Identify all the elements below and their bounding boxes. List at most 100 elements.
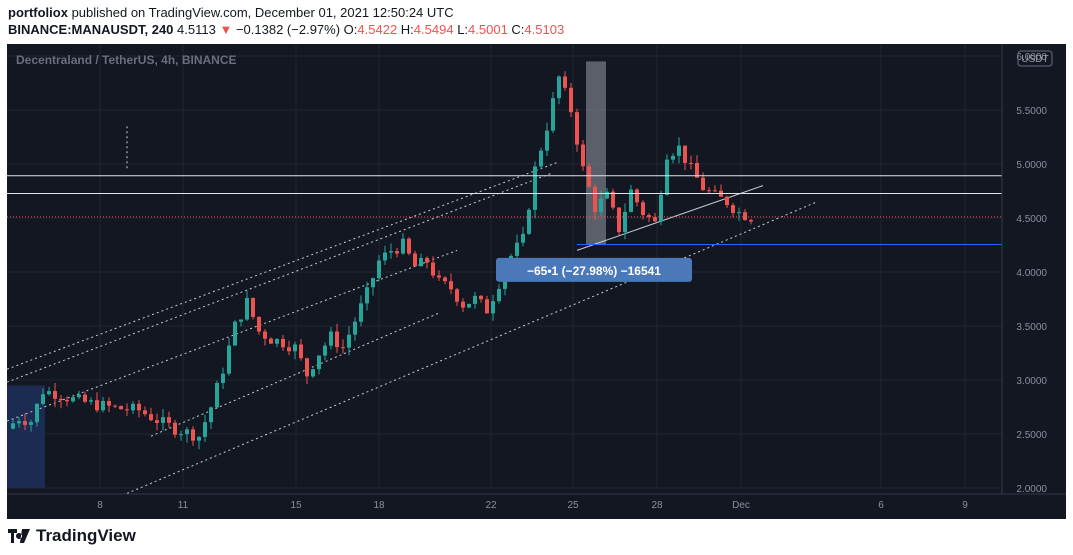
candle-body-1 (17, 421, 21, 424)
candle-body-64 (395, 251, 399, 254)
candle-body-49 (305, 358, 309, 377)
range-box (586, 61, 606, 246)
candle-body-3 (29, 422, 33, 425)
candle-body-7 (53, 391, 57, 399)
candle-body-94 (575, 112, 579, 145)
candle-body-72 (443, 277, 447, 282)
candle-body-116 (707, 190, 711, 192)
price-chart[interactable]: 4.89124.72734.25504.5103+79.24%03:09:43−… (7, 44, 1066, 519)
candle-body-105 (641, 202, 645, 216)
candle-body-35 (221, 373, 225, 383)
candle-body-77 (473, 295, 477, 304)
trendline-2 (7, 161, 560, 370)
candle-body-107 (653, 217, 657, 222)
candle-body-108 (659, 194, 663, 222)
currency-badge[interactable]: USDT (1021, 54, 1048, 65)
currency-badge-frame (1017, 50, 1053, 67)
candle-body-70 (431, 262, 435, 276)
candle-body-86 (527, 209, 531, 234)
price-axis: 6.0000 5.5000 5.0000 4.5000 4.0000 3.5000 3.00… (1001, 44, 1066, 519)
price-tick-2: 5.0000 (1016, 160, 1047, 171)
candle-body-65 (401, 238, 405, 254)
candle-body-113 (689, 162, 693, 164)
candle-body-57 (353, 321, 357, 335)
candle-body-13 (89, 400, 93, 402)
candle-body-22 (143, 410, 147, 415)
time-tick-1: 11 (178, 500, 189, 511)
candle-body-9 (65, 400, 69, 402)
candle-body-112 (683, 145, 687, 163)
candle-body-0 (11, 423, 15, 429)
candle-body-58 (359, 303, 363, 322)
candle-body-54 (335, 331, 339, 348)
candle-body-102 (623, 211, 627, 233)
candle-body-81 (497, 288, 501, 302)
candle-body-109 (665, 159, 669, 195)
candle-body-114 (695, 162, 699, 178)
candle-body-62 (383, 252, 387, 261)
candle-body-44 (275, 338, 279, 344)
candle-body-33 (209, 407, 213, 423)
candle-body-29 (185, 429, 189, 435)
candle-body-52 (323, 345, 327, 356)
candle-body-120 (731, 205, 735, 213)
candle-body-11 (77, 394, 81, 398)
candle-body-25 (161, 417, 165, 423)
candle-body-79 (485, 299, 489, 314)
candle-body-37 (233, 321, 237, 346)
candle-body-110 (671, 155, 675, 160)
candle-body-28 (179, 434, 183, 436)
candle-body-122 (743, 212, 747, 221)
candle-body-93 (569, 87, 573, 113)
candle-body-50 (311, 369, 315, 377)
candle-body-6 (47, 391, 51, 395)
candle-body-12 (83, 394, 87, 402)
close-value: 4.5103 (524, 22, 565, 37)
candle-body-20 (131, 403, 135, 411)
candle-body-60 (371, 278, 375, 288)
time-tick-4: 22 (485, 500, 497, 511)
candle-body-23 (149, 414, 153, 421)
candle-body-5 (41, 394, 45, 404)
candle-body-41 (257, 316, 261, 332)
candle-body-85 (521, 233, 525, 243)
time-tick-8: 6 (878, 500, 884, 511)
candle-body-59 (365, 287, 369, 304)
candle-body-19 (125, 409, 129, 411)
candle-body-95 (581, 144, 585, 167)
open-label: O: (343, 22, 358, 37)
time-tick-9: 9 (962, 500, 968, 511)
candle-body-21 (137, 403, 141, 411)
candle-body-2 (23, 421, 27, 425)
candle-body-46 (287, 347, 291, 352)
candle-body-40 (251, 297, 255, 317)
candle-body-17 (113, 405, 117, 407)
candle-body-100 (611, 191, 615, 208)
candle-body-48 (299, 344, 303, 359)
time-tick-5: 25 (567, 500, 579, 511)
candle-body-4 (35, 403, 39, 423)
candle-body-66 (407, 238, 411, 254)
candle-body-61 (377, 260, 381, 279)
candle-body-10 (71, 397, 75, 402)
candle-body-30 (191, 429, 195, 441)
last-price: 4.5113 (177, 22, 216, 37)
price-change: −0.1382 (−2.97%) (235, 22, 341, 37)
candle-body-38 (239, 319, 243, 322)
candle-body-14 (95, 400, 99, 411)
candle-body-47 (293, 344, 297, 352)
candle-body-53 (329, 331, 333, 346)
candle-body-90 (551, 98, 555, 131)
candle-body-84 (515, 242, 519, 256)
price-tick-8: 2.0000 (1016, 484, 1047, 495)
symbol-label: BINANCE:MANAUSDT, 240 (8, 22, 174, 37)
candle-body-98 (599, 198, 603, 212)
candle-body-87 (533, 166, 537, 210)
time-tick-7: Dec (732, 500, 750, 511)
trendline-5 (576, 185, 764, 251)
candle-body-45 (281, 338, 285, 348)
price-tick-7: 2.5000 (1016, 430, 1047, 441)
candle-body-42 (263, 331, 267, 339)
candle-body-121 (737, 212, 741, 214)
candle-body-78 (479, 295, 483, 300)
